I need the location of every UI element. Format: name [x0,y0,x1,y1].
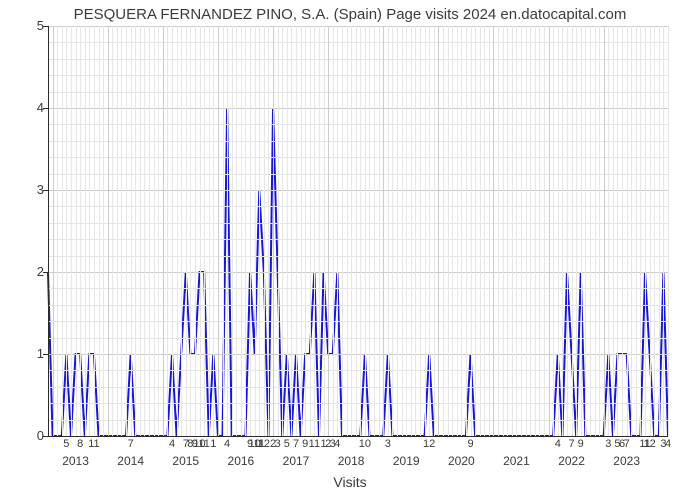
visits-line-chart: PESQUERA FERNANDEZ PINO, S.A. (Spain) Pa… [0,0,700,500]
x-month-tick: 12 [644,438,656,450]
x-month-tick: 4 [665,438,671,450]
x-month-tick: 7 [568,438,574,450]
x-year-label: 2022 [558,454,585,468]
x-month-tick: 11 [198,438,209,450]
chart-title: PESQUERA FERNANDEZ PINO, S.A. (Spain) Pa… [0,6,700,23]
x-month-tick: 9 [578,438,584,450]
x-month-tick: 8 [77,438,83,450]
x-year-label: 2020 [448,454,475,468]
x-month-tick: 4 [334,438,340,450]
line-series [48,26,668,436]
x-month-tick: 9 [467,438,473,450]
x-month-tick: 4 [224,438,230,450]
x-year-label: 2017 [283,454,310,468]
y-tick-label: 0 [4,428,44,443]
y-tick-label: 4 [4,100,44,115]
x-month-tick: 12 [423,438,435,450]
x-month-tick: 5 [284,438,290,450]
x-month-tick: 11 [309,438,320,450]
x-month-tick: 7 [624,438,630,450]
x-month-tick: 4 [555,438,561,450]
x-month-tick: 7 [128,438,134,450]
x-month-tick: 3 [385,438,391,450]
x-month-tick: 5 [63,438,69,450]
y-tick-label: 5 [4,18,44,33]
x-month-tick: 3 [605,438,611,450]
x-axis-title: Visits [0,474,700,490]
x-year-label: 2018 [338,454,365,468]
x-month-tick: 3 [275,438,281,450]
plot-area [48,26,668,436]
y-tick-label: 2 [4,264,44,279]
x-month-tick: 9 [302,438,308,450]
x-month-tick: 12 [258,438,270,450]
x-year-label: 2019 [393,454,420,468]
x-year-label: 2016 [228,454,255,468]
x-year-label: 2021 [503,454,530,468]
x-year-label: 2014 [117,454,144,468]
x-year-label: 2023 [613,454,640,468]
y-tick-label: 1 [4,346,44,361]
x-year-label: 2013 [62,454,89,468]
x-year-label: 2015 [172,454,199,468]
x-month-tick: 7 [293,438,299,450]
y-tick-label: 3 [4,182,44,197]
x-month-tick: 4 [169,438,175,450]
x-month-tick: 10 [359,438,371,450]
x-month-tick: 11 [88,438,99,450]
x-month-tick: 1 [210,438,216,450]
